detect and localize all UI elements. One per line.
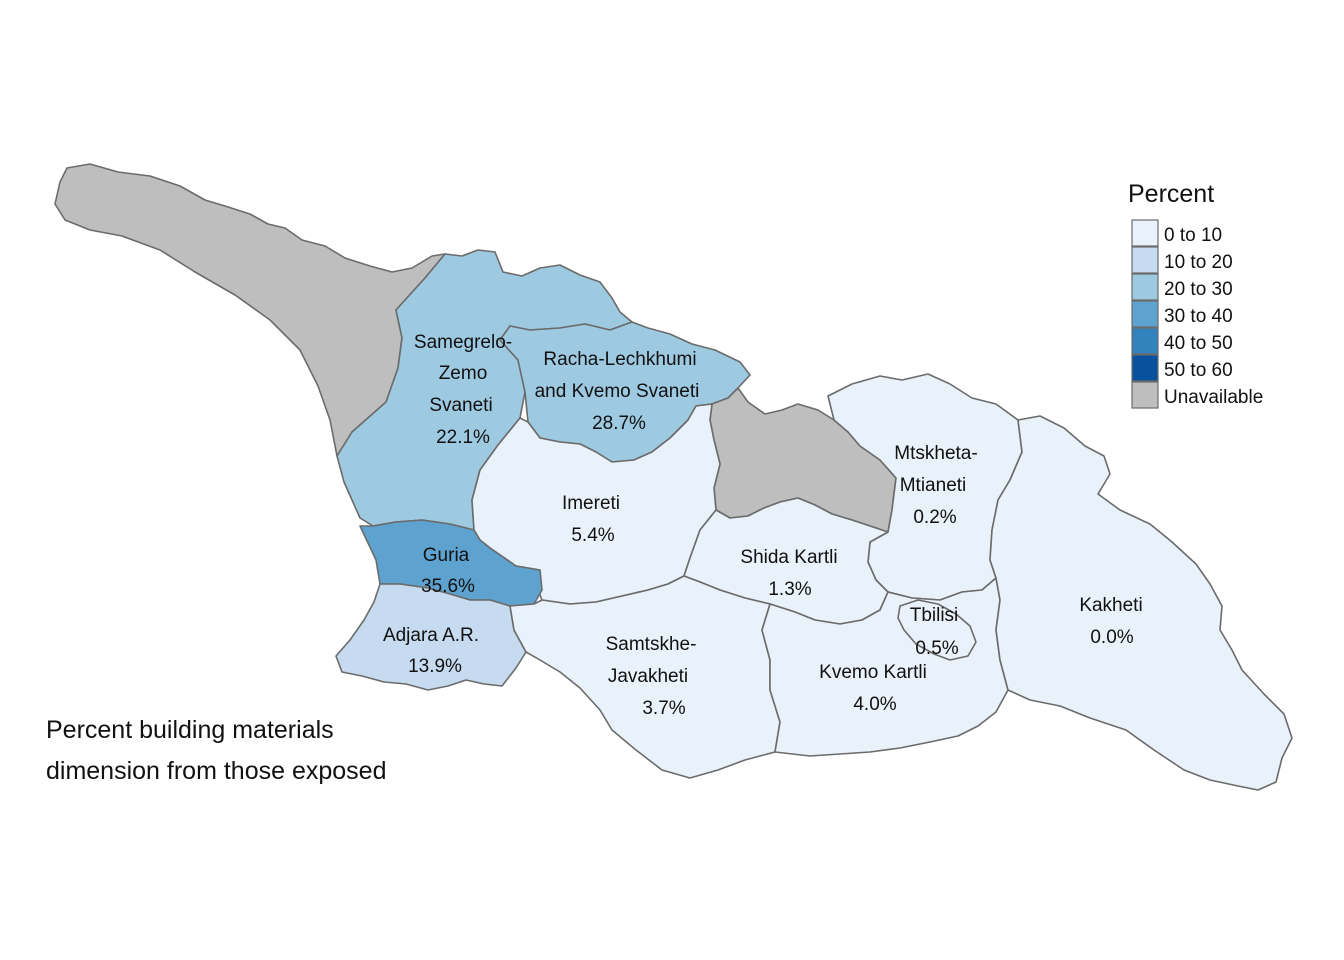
label-tbilisi-name: Tbilisi: [910, 605, 959, 626]
legend-swatch: [1131, 273, 1159, 301]
label-kakheti-value: 0.0%: [1090, 627, 1133, 648]
label-adjara-name: Adjara A.R.: [383, 625, 479, 646]
label-tbilisi-value: 0.5%: [915, 638, 958, 659]
label-racha-value: 28.7%: [592, 413, 646, 434]
label-racha-name-2: and Kvemo Svaneti: [535, 381, 700, 402]
region-labels: Samegrelo- Zemo Svaneti 22.1% Racha-Lech…: [383, 332, 1143, 719]
label-guria-name: Guria: [423, 545, 470, 566]
label-mtskheta-name-1: Mtskheta-: [894, 443, 977, 464]
region-adjara[interactable]: [335, 583, 527, 691]
label-mtskheta-value: 0.2%: [913, 507, 956, 528]
legend-title: Percent: [1128, 180, 1214, 208]
label-adjara-value: 13.9%: [408, 656, 462, 677]
legend-label: 40 to 50: [1164, 333, 1233, 354]
label-shida-value: 1.3%: [768, 579, 811, 600]
legend-swatch: [1131, 300, 1159, 328]
legend-label: 30 to 40: [1164, 306, 1233, 327]
label-samegrelo-name-2: Zemo: [439, 363, 488, 384]
legend-label: 20 to 30: [1164, 279, 1233, 300]
legend-swatch: [1131, 219, 1159, 247]
caption-line-2: dimension from those exposed: [46, 757, 386, 785]
label-guria-value: 35.6%: [421, 576, 475, 597]
label-kvemo-value: 4.0%: [853, 694, 896, 715]
label-samegrelo-value: 22.1%: [436, 427, 490, 448]
label-samtskhe-value: 3.7%: [642, 698, 685, 719]
label-racha-name-1: Racha-Lechkhumi: [543, 349, 696, 370]
legend-label: Unavailable: [1164, 387, 1263, 408]
legend-swatch: [1131, 327, 1159, 355]
legend-label: 50 to 60: [1164, 360, 1233, 381]
label-kakheti-name: Kakheti: [1079, 595, 1142, 616]
caption-line-1: Percent building materials: [46, 716, 334, 744]
region-kakheti[interactable]: [989, 415, 1293, 791]
label-imereti-name: Imereti: [562, 493, 620, 514]
legend-swatch: [1131, 246, 1159, 274]
label-mtskheta-name-2: Mtianeti: [900, 475, 967, 496]
regions-layer: [54, 163, 1293, 791]
label-kvemo-name: Kvemo Kartli: [819, 662, 927, 683]
map-caption: Percent building materials dimension fro…: [46, 716, 386, 785]
label-samtskhe-name-1: Samtskhe-: [606, 634, 697, 655]
label-shida-name: Shida Kartli: [740, 547, 837, 568]
label-imereti-value: 5.4%: [571, 525, 614, 546]
label-samegrelo-name-3: Svaneti: [429, 395, 492, 416]
label-samegrelo-name-1: Samegrelo-: [414, 332, 512, 353]
region-tbilisi[interactable]: [897, 599, 977, 661]
label-samtskhe-name-2: Javakheti: [608, 666, 688, 687]
legend-swatch: [1131, 354, 1159, 382]
legend-label: 0 to 10: [1164, 225, 1222, 246]
legend: Percent 0 to 10 10 to 20 20 to 30 30 to …: [1128, 180, 1263, 409]
legend-label: 10 to 20: [1164, 252, 1233, 273]
legend-swatch: [1131, 381, 1159, 409]
